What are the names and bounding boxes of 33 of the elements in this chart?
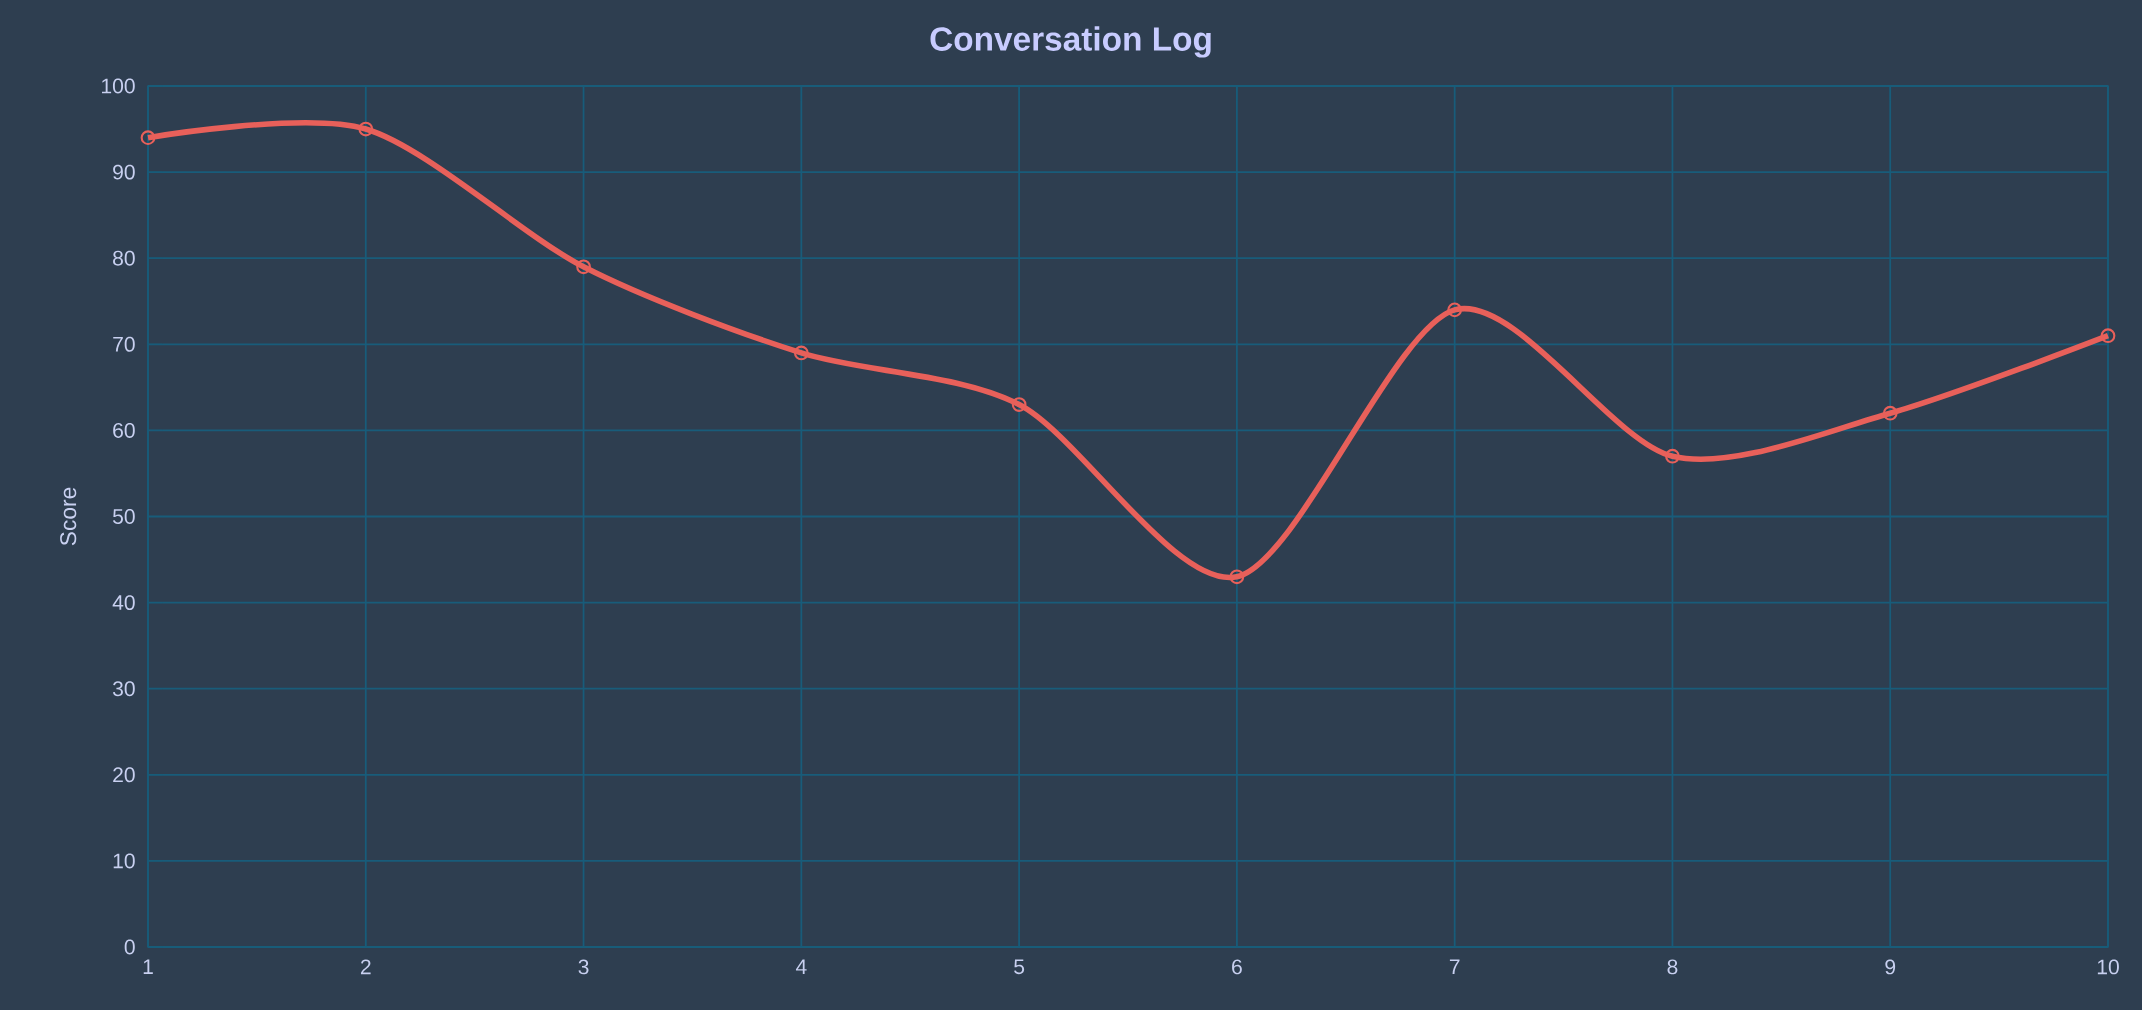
x-tick-label: 7 bbox=[1449, 959, 1460, 974]
point bbox=[1665, 448, 1680, 464]
point bbox=[1447, 302, 1463, 318]
point bbox=[2100, 328, 2116, 344]
y-tick-label: 80 bbox=[113, 250, 135, 266]
y-axis-title: Score bbox=[60, 487, 77, 546]
x-tick-label: 9 bbox=[1885, 959, 1896, 975]
y-tick-label: 10 bbox=[113, 853, 135, 869]
point bbox=[793, 345, 809, 361]
point bbox=[140, 130, 156, 146]
x-tick-label: 8 bbox=[1667, 959, 1678, 975]
chart-title: Conversation Log bbox=[930, 26, 1211, 58]
x-tick-label: 6 bbox=[1232, 959, 1242, 975]
point bbox=[1229, 569, 1245, 585]
y-tick-label: 90 bbox=[113, 164, 135, 180]
y-tick-label: 20 bbox=[113, 767, 135, 783]
point bbox=[1011, 397, 1027, 412]
x-tick-label: 5 bbox=[1014, 959, 1025, 975]
point bbox=[358, 121, 374, 137]
y-tick-label: 60 bbox=[113, 422, 135, 438]
x-tick-label: 10 bbox=[2097, 959, 2119, 975]
x-tick-label: 1 bbox=[143, 959, 153, 974]
point bbox=[576, 259, 591, 275]
point bbox=[1882, 405, 1898, 421]
y-tick-label: 0 bbox=[124, 939, 135, 955]
y-tick-label: 100 bbox=[102, 78, 135, 94]
y-tick-label: 70 bbox=[113, 336, 135, 352]
x-tick-label: 4 bbox=[795, 959, 807, 974]
x-tick-label: 2 bbox=[360, 959, 371, 975]
x-tick-label: 3 bbox=[578, 959, 589, 975]
y-tick-label: 30 bbox=[112, 681, 135, 697]
y-tick-label: 50 bbox=[112, 509, 135, 524]
y-tick-label: 40 bbox=[112, 595, 135, 611]
